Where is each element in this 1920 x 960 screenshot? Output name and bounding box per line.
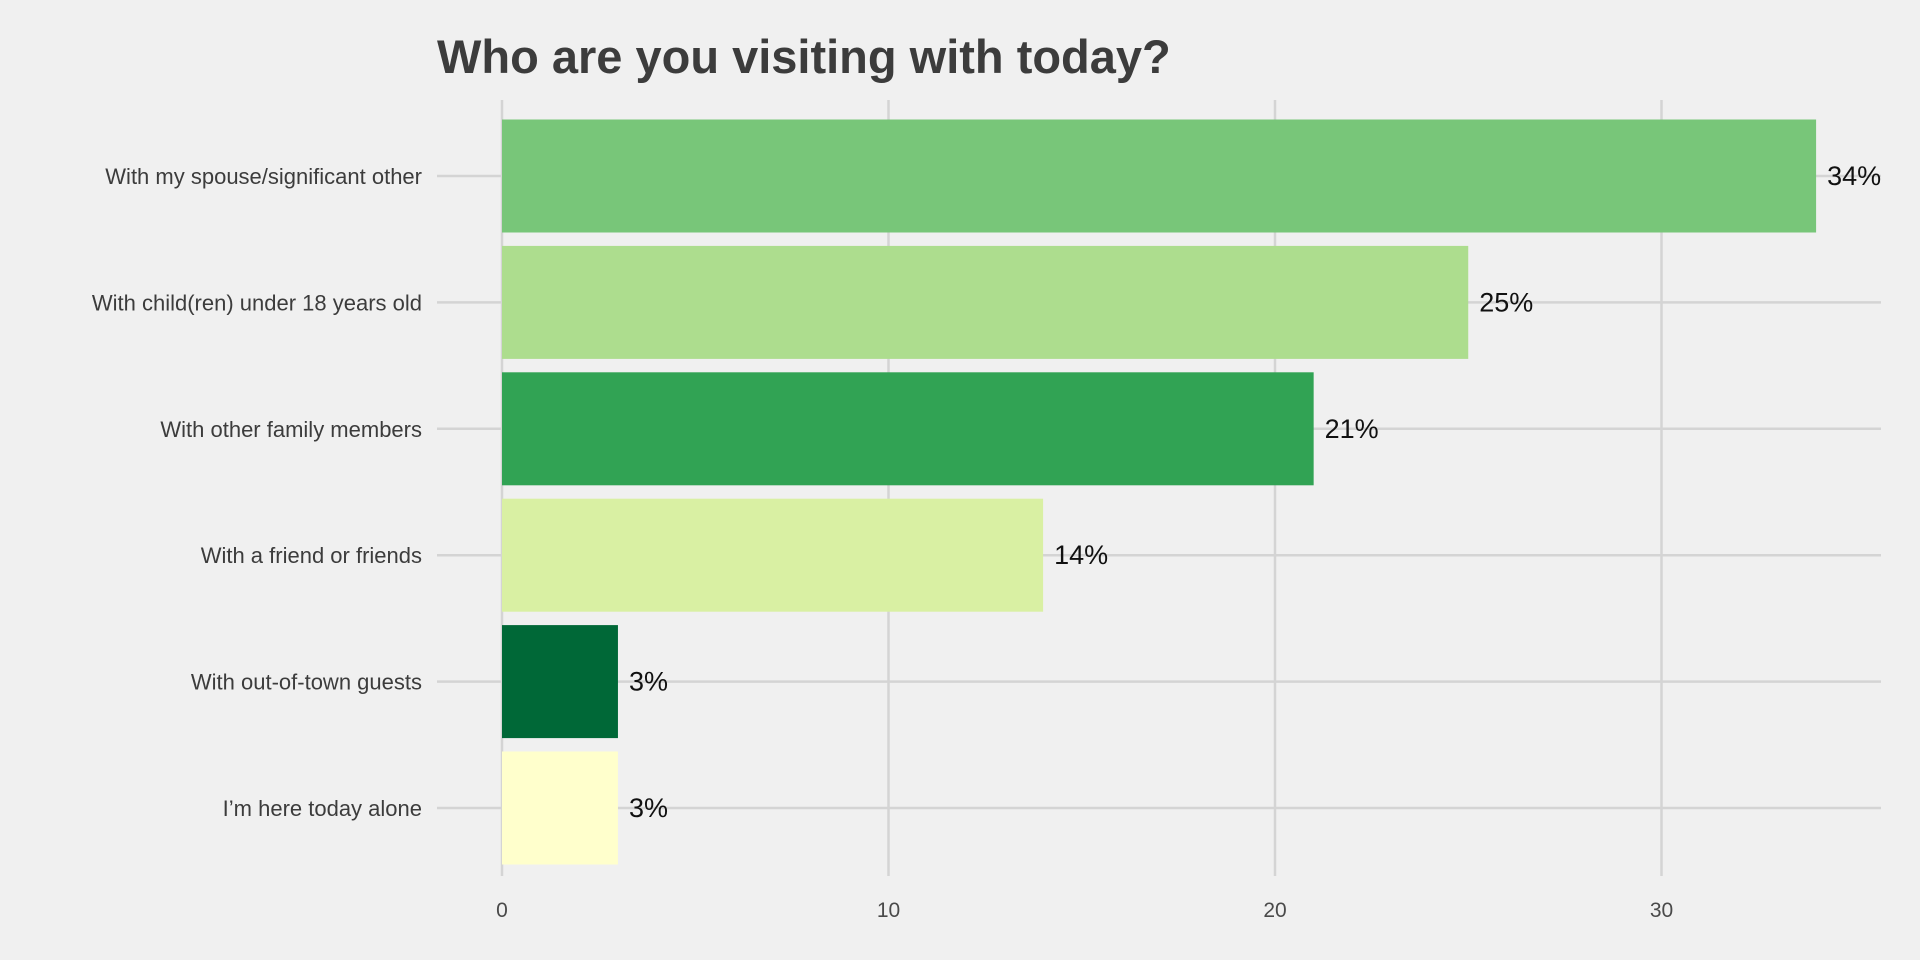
- data-label: 3%: [629, 667, 668, 697]
- bar: [502, 119, 1817, 233]
- bar: [502, 751, 618, 865]
- category-label: With out-of-town guests: [191, 670, 422, 695]
- data-label: 34%: [1827, 161, 1881, 191]
- category-label: I’m here today alone: [223, 796, 422, 821]
- data-label: 21%: [1325, 414, 1379, 444]
- bar: [502, 498, 1044, 612]
- data-label: 3%: [629, 793, 668, 823]
- bars: [502, 119, 1817, 865]
- category-label: With a friend or friends: [201, 543, 422, 568]
- x-tick-label: 30: [1650, 899, 1673, 922]
- bar: [502, 245, 1469, 359]
- data-label: 25%: [1479, 287, 1533, 317]
- x-tick-label: 10: [877, 899, 900, 922]
- labels: 0 10 20 30 With my spouse/significant other 3…: [92, 161, 1881, 922]
- category-label: With child(ren) under 18 years old: [92, 290, 422, 315]
- category-label: With my spouse/significant other: [105, 164, 422, 189]
- x-tick-label: 0: [496, 899, 508, 922]
- bar: [502, 625, 618, 739]
- category-label: With other family members: [160, 417, 422, 442]
- data-label: 14%: [1054, 540, 1108, 570]
- x-tick-label: 20: [1263, 899, 1286, 922]
- bar: [502, 372, 1314, 486]
- chart-title: Who are you visiting with today?: [437, 30, 1171, 83]
